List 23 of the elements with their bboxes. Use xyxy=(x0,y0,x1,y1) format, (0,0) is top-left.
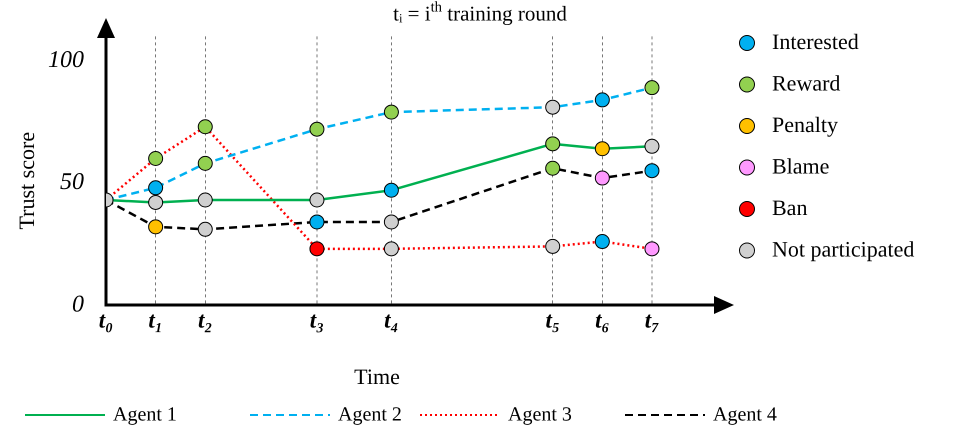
legend-label: Reward xyxy=(772,70,840,96)
x-tick-label: t₇ xyxy=(644,308,660,333)
legend-label: Blame xyxy=(772,153,830,178)
y-tick-label: 50 xyxy=(60,169,84,196)
legend-label: Agent 1 xyxy=(113,403,177,426)
x-tick-label: t₆ xyxy=(595,308,610,333)
x-tick-label: t₂ xyxy=(198,308,212,333)
legend-label: Agent 2 xyxy=(338,403,402,426)
legend-label: Agent 4 xyxy=(713,403,777,426)
x-tick-label: t₅ xyxy=(545,308,560,333)
x-tick-label: t₁ xyxy=(148,308,163,333)
x-tick-label: t₃ xyxy=(310,308,324,333)
y-tick-label: 100 xyxy=(48,47,84,74)
legend-label: Agent 3 xyxy=(508,403,572,426)
x-axis-title: Time xyxy=(354,364,400,389)
legend-label: Not participated xyxy=(772,236,914,262)
x-tick-label: t₀ xyxy=(98,308,114,333)
legend-label: Interested xyxy=(772,28,859,54)
legend-label: Penalty xyxy=(772,112,838,137)
x-tick-label: t₄ xyxy=(384,308,399,333)
y-axis-title: Trust score xyxy=(14,132,39,230)
y-tick-label: 0 xyxy=(72,291,84,318)
legend-label: Ban xyxy=(772,194,808,220)
